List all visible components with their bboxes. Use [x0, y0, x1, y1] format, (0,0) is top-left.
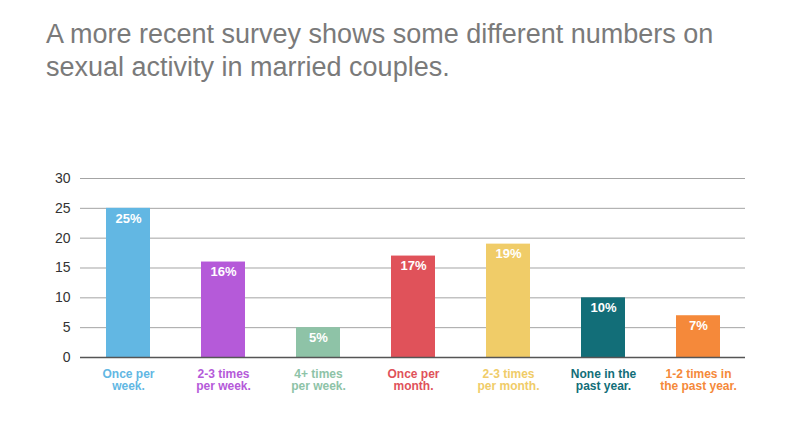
svg-text:Once permonth.: Once permonth. [387, 367, 439, 393]
svg-text:17%: 17% [400, 258, 426, 273]
svg-text:7%: 7% [689, 318, 708, 333]
svg-text:10%: 10% [590, 300, 616, 315]
svg-text:30: 30 [55, 170, 71, 186]
svg-text:4+ timesper week.: 4+ timesper week. [291, 367, 346, 393]
svg-text:10: 10 [55, 289, 71, 305]
svg-text:15: 15 [55, 259, 71, 275]
svg-text:19%: 19% [495, 246, 521, 261]
svg-text:1-2 times inthe past year.: 1-2 times inthe past year. [660, 367, 737, 393]
svg-text:None in thepast year.: None in thepast year. [571, 367, 637, 393]
svg-text:25: 25 [55, 200, 71, 216]
svg-text:Once perweek.: Once perweek. [102, 367, 154, 393]
svg-text:5: 5 [63, 319, 71, 335]
svg-text:20: 20 [55, 230, 71, 246]
svg-text:5%: 5% [309, 330, 328, 345]
svg-text:2-3 timesper week.: 2-3 timesper week. [196, 367, 251, 393]
svg-text:2-3 timesper month.: 2-3 timesper month. [478, 367, 540, 393]
html-text:A more recent survey shows som: A more recent survey shows some differen… [46, 19, 714, 82]
svg-text:0: 0 [63, 349, 71, 365]
svg-text:25%: 25% [115, 210, 141, 225]
svg-text:16%: 16% [210, 264, 236, 279]
